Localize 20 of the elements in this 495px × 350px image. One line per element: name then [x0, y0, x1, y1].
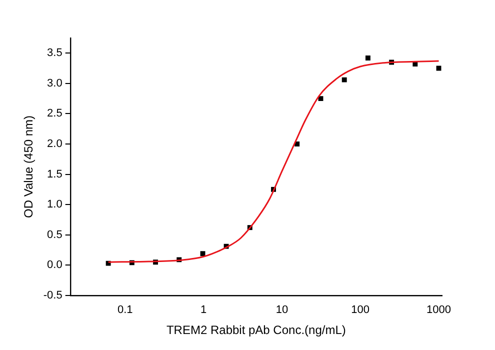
- point: [200, 251, 206, 256]
- x-tick-label: 1: [200, 304, 207, 316]
- point: [342, 77, 347, 82]
- y-axis-title: OD Value (450 nm): [22, 115, 36, 218]
- x-tick-label: 100: [351, 304, 370, 316]
- y-tick-label: 1.5: [47, 168, 62, 180]
- y-tick-label: 1.0: [47, 198, 62, 211]
- y-tick-label: 0.0: [47, 259, 62, 272]
- y-tick-label: 0.5: [47, 228, 62, 241]
- x-axis-title: TREM2 Rabbit pAb Conc.(ng/mL): [166, 323, 346, 338]
- point: [436, 66, 442, 71]
- y-tick-label: 3.5: [47, 47, 62, 60]
- x-tick-label: 1000: [426, 304, 451, 316]
- y-tick-label: -0.5: [43, 289, 62, 302]
- y-tick-label: 2.5: [47, 108, 62, 120]
- x-tick-label: 10: [276, 304, 288, 316]
- y-tick-label: 3.0: [47, 77, 62, 90]
- point: [365, 56, 370, 60]
- x-tick-label: 0.1: [118, 304, 133, 316]
- y-tick-label: 2.0: [47, 138, 62, 150]
